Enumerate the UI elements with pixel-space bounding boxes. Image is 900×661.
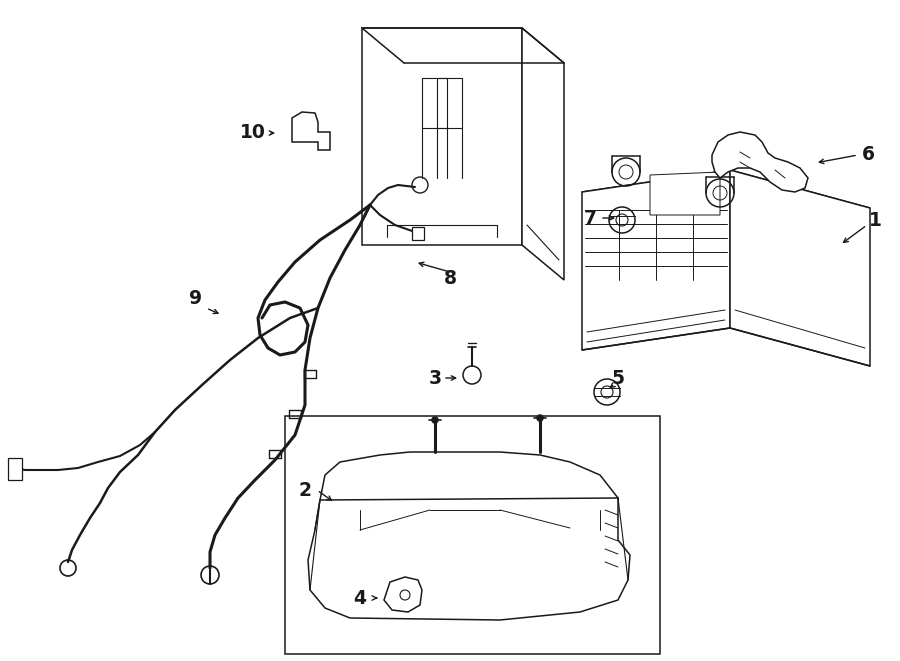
Circle shape [537, 415, 543, 421]
Text: 6: 6 [861, 145, 875, 165]
Text: 1: 1 [868, 210, 881, 229]
Polygon shape [308, 498, 630, 620]
Bar [285, 416, 660, 654]
Polygon shape [412, 227, 424, 240]
Text: 7: 7 [583, 208, 597, 227]
Polygon shape [712, 132, 808, 192]
Polygon shape [522, 28, 564, 280]
Text: 8: 8 [444, 268, 456, 288]
Polygon shape [650, 172, 720, 215]
Polygon shape [582, 170, 870, 230]
Polygon shape [384, 577, 422, 612]
Polygon shape [730, 170, 870, 366]
Polygon shape [582, 170, 730, 350]
Text: 10: 10 [240, 124, 266, 143]
Circle shape [432, 417, 438, 423]
Text: 4: 4 [354, 588, 366, 607]
Text: 9: 9 [189, 288, 202, 307]
Text: 3: 3 [428, 368, 442, 387]
Text: 5: 5 [611, 368, 625, 387]
Polygon shape [292, 112, 330, 150]
Polygon shape [362, 28, 522, 245]
Text: 2: 2 [299, 481, 311, 500]
Polygon shape [8, 458, 22, 480]
Polygon shape [315, 452, 618, 585]
